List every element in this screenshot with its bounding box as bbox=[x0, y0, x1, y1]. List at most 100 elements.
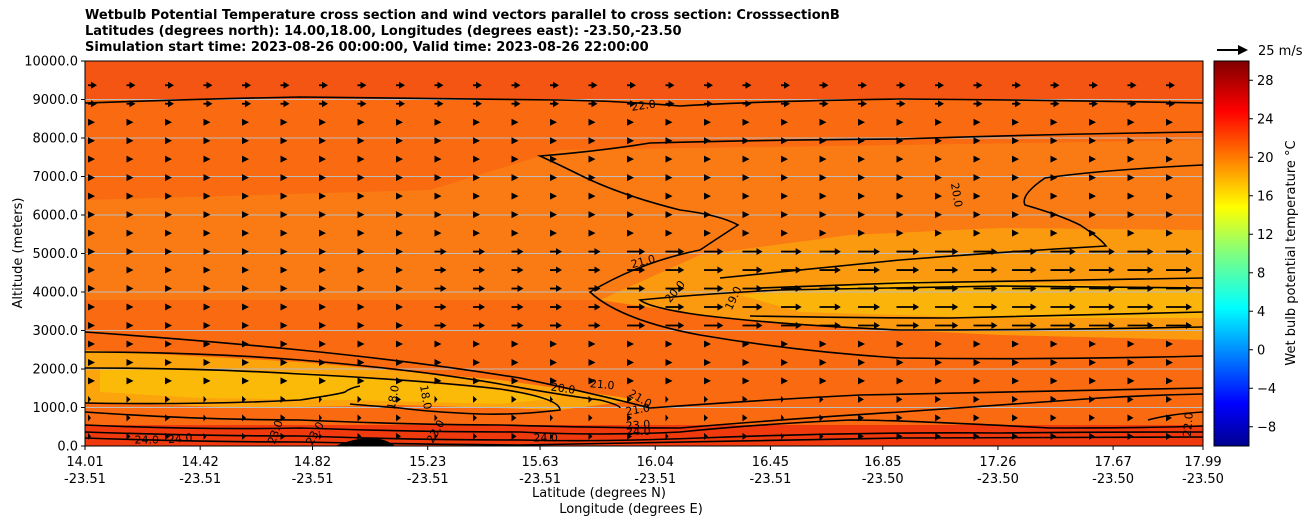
wind-vector-head bbox=[396, 118, 403, 126]
y-tick-label: 10000.0 bbox=[24, 55, 78, 70]
wind-vector-head bbox=[1205, 119, 1212, 126]
wind-vector-head bbox=[665, 358, 673, 366]
wind-vector-head bbox=[165, 377, 172, 385]
wind-vector-head bbox=[938, 81, 944, 89]
wind-vector-head bbox=[594, 248, 601, 256]
wind-vector-head bbox=[126, 395, 131, 403]
wind-vector-head bbox=[203, 229, 211, 237]
wind-vector-head bbox=[242, 395, 246, 403]
wind-vector-head bbox=[319, 174, 326, 182]
wind-vector-head bbox=[511, 377, 519, 385]
wind-vector-head bbox=[588, 414, 593, 422]
wind-vector-head bbox=[834, 285, 841, 293]
x-tick-lon: -23.50 bbox=[1182, 472, 1224, 487]
wind-vector-head bbox=[1089, 118, 1096, 126]
contour-low-b bbox=[85, 351, 621, 409]
wind-vector-head bbox=[126, 229, 134, 237]
wind-vector-head bbox=[594, 303, 601, 311]
wind-vector-head bbox=[1089, 340, 1096, 348]
wind-vector-head bbox=[935, 118, 942, 126]
contour-low-c bbox=[85, 367, 561, 415]
wind-vector-head bbox=[973, 118, 981, 126]
wind-vector-head bbox=[896, 377, 904, 385]
wind-vector-head bbox=[627, 137, 634, 145]
wind-vector-head bbox=[550, 358, 557, 366]
wind-vector-head bbox=[742, 340, 750, 348]
wind-vector-head bbox=[1050, 192, 1058, 200]
wind-vector-head bbox=[665, 118, 673, 126]
wind-vector-head bbox=[952, 303, 959, 311]
wind-vector-head bbox=[717, 266, 724, 274]
wind-vector-head bbox=[1030, 285, 1037, 293]
wind-vector-head bbox=[704, 432, 708, 440]
wind-vector-head bbox=[756, 285, 763, 293]
wind-vector-head bbox=[935, 395, 941, 403]
wind-vector-head bbox=[1186, 266, 1192, 274]
colorbar-tick-label: −8 bbox=[1257, 420, 1276, 435]
wind-vector-head bbox=[1127, 137, 1135, 145]
wind-vector-head bbox=[668, 81, 675, 89]
wind-vector-head bbox=[1092, 100, 1098, 108]
wind-vector-head bbox=[1127, 395, 1134, 403]
colorbar-label: Wet bulb potential temperature °C bbox=[1284, 140, 1299, 365]
wind-vector-head bbox=[550, 137, 557, 145]
wind-vector-head bbox=[319, 211, 326, 219]
wind-vector-head bbox=[822, 81, 829, 89]
wind-vector-head bbox=[242, 248, 249, 256]
y-tick-label: 8000.0 bbox=[33, 132, 79, 147]
wind-vector-head bbox=[665, 137, 673, 145]
wind-vector-head bbox=[935, 137, 942, 145]
wind-vector-head bbox=[396, 432, 401, 440]
wind-vector-head bbox=[1050, 229, 1058, 237]
wind-vector-head bbox=[1012, 229, 1019, 237]
wind-vector-head bbox=[511, 340, 519, 348]
wind-vector-head bbox=[819, 358, 827, 366]
contour-surface-3 bbox=[85, 431, 1203, 442]
wind-vector-head bbox=[514, 81, 521, 89]
wind-vector-head bbox=[511, 432, 517, 440]
wind-vector-head bbox=[973, 432, 980, 440]
field-band-cool-core bbox=[740, 280, 1203, 318]
wind-vector-head bbox=[203, 358, 211, 366]
wind-vector-head bbox=[742, 192, 750, 200]
wind-vector-head bbox=[1147, 248, 1154, 256]
wind-vector-head bbox=[319, 118, 326, 126]
wind-vector-head bbox=[1069, 248, 1076, 256]
contour-label: 21.0 bbox=[625, 401, 651, 418]
wind-vector-head bbox=[704, 211, 711, 219]
wind-vector-head bbox=[704, 414, 708, 422]
wind-vector-head bbox=[1127, 155, 1135, 163]
wind-vector-head bbox=[717, 321, 724, 329]
wind-vector-head bbox=[88, 155, 95, 163]
wind-vector-head bbox=[704, 358, 711, 366]
wind-vector-head bbox=[1050, 358, 1058, 366]
wind-vector-head bbox=[834, 303, 841, 311]
wind-vector-head bbox=[511, 395, 517, 403]
wind-vector-head bbox=[639, 248, 646, 256]
wind-vector-head bbox=[165, 155, 172, 163]
title-line-1: Wetbulb Potential Temperature cross sect… bbox=[85, 8, 840, 23]
wind-vector-head bbox=[1127, 211, 1135, 219]
wind-vector-head bbox=[913, 321, 920, 329]
wind-vector-head bbox=[1166, 211, 1173, 219]
wind-vector-head bbox=[627, 414, 632, 422]
wind-vector-head bbox=[511, 118, 519, 126]
contour-label: 24.0 bbox=[626, 425, 651, 438]
wind-vector-head bbox=[639, 266, 646, 274]
wind-vector-head bbox=[795, 321, 802, 329]
contour-low-d bbox=[85, 385, 361, 405]
wind-vector-head bbox=[280, 192, 288, 200]
wind-vector-head bbox=[396, 321, 403, 329]
wind-vector-head bbox=[1166, 155, 1173, 163]
wind-vector-head bbox=[899, 100, 906, 108]
wind-vector-head bbox=[678, 248, 685, 256]
contour-label: 21.0 bbox=[630, 252, 657, 271]
wind-vector-head bbox=[88, 137, 95, 145]
wind-vector-head bbox=[479, 248, 485, 256]
wind-vector-head bbox=[1205, 156, 1212, 163]
wind-vector-head bbox=[795, 285, 802, 293]
wind-vector-head bbox=[434, 118, 442, 126]
wind-vector-head bbox=[168, 100, 174, 108]
wind-vector-head bbox=[357, 285, 365, 293]
